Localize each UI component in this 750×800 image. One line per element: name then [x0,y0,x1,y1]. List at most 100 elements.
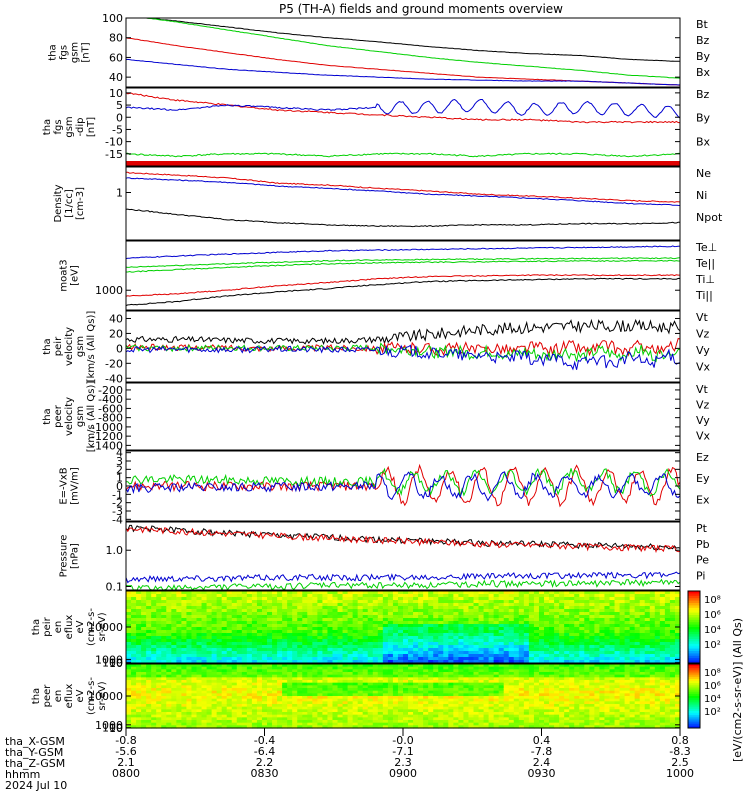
spectrogram-cell [337,654,344,658]
spectrogram-cell [624,621,631,625]
spectrogram-cell [282,674,288,678]
spectrogram-cell [307,706,313,710]
spectrogram-cell [443,621,449,625]
spectrogram-cell [478,696,485,700]
spectrogram-cell [141,672,147,676]
spectrogram-cell [176,669,182,673]
spectrogram-cell [277,603,283,607]
spectrogram-cell [377,680,384,684]
spectrogram-cell [151,615,157,619]
spectrogram-cell [433,639,439,643]
spectrogram-cell [362,615,369,619]
spectrogram-cell [423,612,429,616]
spectrogram-cell [317,621,324,625]
spectrogram-cell [322,660,329,664]
spectrogram-cell [267,648,273,652]
spectrogram-cell [367,706,374,710]
spectrogram-cell [317,709,324,713]
spectrogram-cell [397,657,404,661]
spectrogram-cell [317,600,324,604]
spectrogram-cell [463,654,470,658]
spectrogram-cell [538,722,545,726]
y-axis-label: fgs [53,119,64,134]
spectrogram-cell [186,672,193,676]
spectrogram-cell [352,680,359,684]
spectrogram-cell [322,606,329,610]
spectrogram-cell [403,666,409,670]
spectrogram-cell [508,682,515,686]
spectrogram-cell [151,624,157,628]
spectrogram-cell [423,669,429,673]
spectrogram-cell [246,636,253,640]
spectrogram-cell [559,685,565,689]
legend-entry: Bx [696,135,711,148]
spectrogram-cell [141,636,147,640]
spectrogram-cell [201,618,208,622]
spectrogram-cell [483,709,490,713]
spectrogram-cell [503,642,510,646]
spectrogram-cell [654,639,661,643]
spectrogram-cell [312,648,318,652]
spectrogram-cell [518,612,525,616]
y-tick-label: 5 [116,99,123,112]
spectrogram-cell [473,680,480,684]
spectrogram-cell [382,633,389,637]
spectrogram-cell [418,615,424,619]
spectrogram-cell [246,597,253,601]
spectrogram-cell [141,701,147,705]
series-line-Ni [125,208,681,228]
spectrogram-cell [468,712,475,716]
y-tick-label: 1000 [95,653,123,666]
spectrogram-cell [267,666,273,670]
spectrogram-cell [126,725,132,729]
spectrogram-cell [392,645,399,649]
spectrogram-cell [508,704,515,708]
spectrogram-cell [649,594,656,598]
spectrogram-cell [468,627,475,631]
spectrogram-cell [206,693,213,697]
spectrogram-cell [403,706,409,710]
spectrogram-cell [438,600,444,604]
spectrogram-cell [327,682,334,686]
spectrogram-cell [463,677,470,681]
spectrogram-cell [332,606,339,610]
spectrogram-cell [478,688,485,692]
spectrogram-cell [584,636,590,640]
spectrogram-cell [287,693,293,697]
spectrogram-cell [267,698,273,702]
spectrogram-cell [357,674,364,678]
spectrogram-cell [282,657,288,661]
spectrogram-cell [231,633,238,637]
y-tick-label: -5 [112,123,123,136]
spectrogram-cell [544,618,550,622]
spectrogram-cell [448,657,454,661]
spectrogram-cell [136,677,142,681]
spectrogram-cell [141,654,147,658]
spectrogram-cell [463,621,470,625]
spectrogram-cell [347,597,354,601]
spectrogram-cell [382,657,389,661]
spectrogram-cell [327,672,334,676]
spectrogram-cell [594,660,601,664]
spectrogram-cell [267,633,273,637]
spectrogram-cell [423,654,429,658]
spectrogram-cell [418,600,424,604]
spectrogram-cell [659,651,666,655]
spectrogram-cell [408,725,414,729]
spectrogram-cell [468,706,475,710]
spectrogram-cell [332,648,339,652]
spectrogram-cell [277,712,283,716]
spectrogram-cell [231,609,238,613]
spectrogram-cell [458,688,465,692]
spectrogram-cell [292,674,298,678]
spectrogram-cell [297,685,303,689]
spectrogram-cell [211,648,218,652]
spectrogram-cell [473,669,480,673]
spectrogram-cell [659,609,666,613]
spectrogram-cell [161,660,167,664]
spectrogram-cell [473,706,480,710]
spectrogram-cell [538,624,545,628]
spectrogram-cell [569,651,575,655]
spectrogram-cell [161,688,167,692]
spectrogram-cell [544,621,550,625]
